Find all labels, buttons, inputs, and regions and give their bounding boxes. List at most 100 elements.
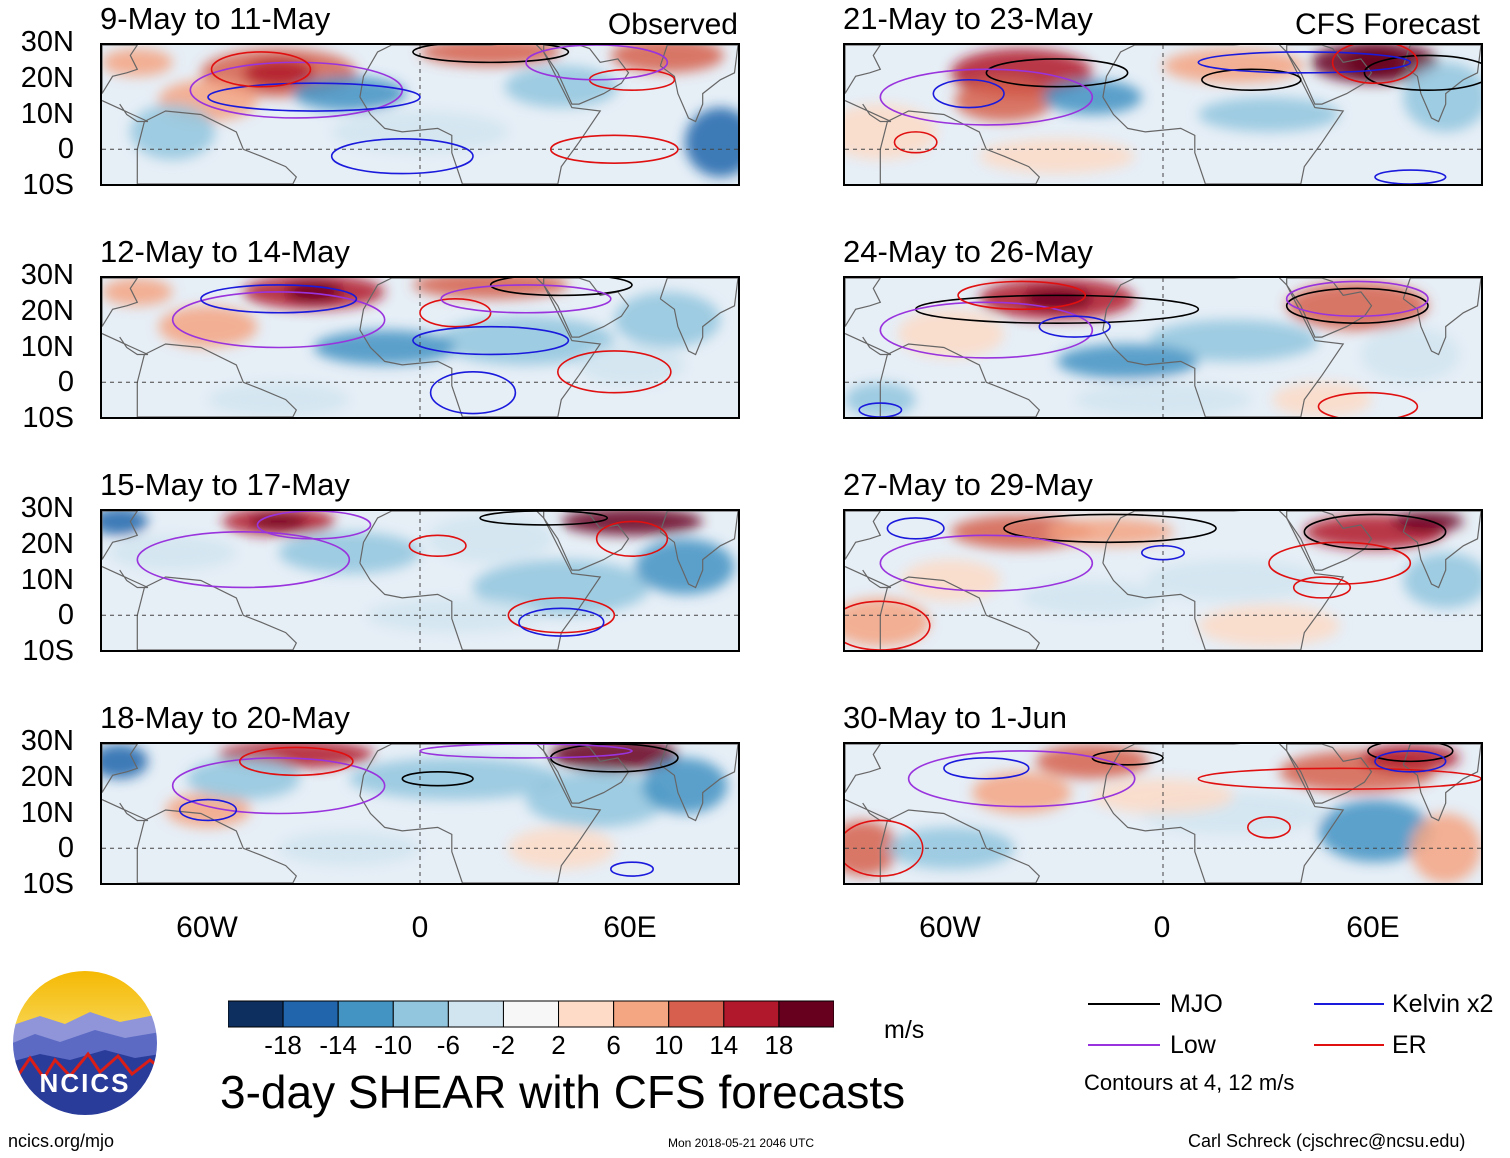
- y-tick-label: 10S: [22, 169, 74, 201]
- shear-anomaly: [292, 76, 406, 112]
- colorbar-bin: [337, 1000, 394, 1028]
- coastline: [659, 278, 738, 356]
- colorbar-bin: [778, 1000, 834, 1028]
- contour-er: [549, 134, 679, 164]
- contour-kelvin-x2: [518, 607, 605, 637]
- shear-anomaly: [550, 744, 678, 772]
- coastline: [1402, 278, 1481, 356]
- shear-anomaly: [1318, 799, 1432, 863]
- y-tick-label: 0: [57, 133, 74, 166]
- contour-mjo: [1285, 287, 1429, 324]
- map-panel: [843, 742, 1483, 885]
- x-tick-label: 60W: [919, 911, 981, 944]
- shear-anomaly: [427, 514, 555, 564]
- contour-kelvin-x2: [1038, 315, 1111, 338]
- coastline: [1102, 744, 1345, 883]
- colorbar-tick-label: 10: [654, 1030, 684, 1060]
- shear-anomaly: [473, 559, 650, 616]
- shear-anomaly: [1286, 281, 1428, 331]
- column-label-observed: Observed: [607, 8, 738, 41]
- column-label-cfs-forecast: CFS Forecast: [1294, 8, 1480, 41]
- contour-er: [1246, 816, 1291, 839]
- coastline: [879, 576, 1041, 650]
- x-tick-label: 60E: [603, 911, 657, 944]
- coastline: [845, 45, 882, 94]
- coastline: [659, 45, 738, 123]
- x-tick-label: 0: [411, 911, 429, 944]
- coastline: [1286, 744, 1373, 804]
- shear-anomaly: [243, 58, 314, 87]
- coastline: [845, 278, 882, 327]
- chart-title: 3-day SHEAR with CFS forecasts: [220, 1066, 906, 1118]
- shear-anomaly: [1163, 48, 1305, 84]
- coastline: [1102, 278, 1345, 417]
- coastline: [102, 799, 149, 822]
- contour-kelvin-x2: [1374, 750, 1447, 773]
- shear-anomaly: [1035, 744, 1149, 779]
- shear-anomaly: [1145, 559, 1322, 602]
- map-panel: [100, 509, 740, 652]
- y-tick-label: 20N: [20, 294, 74, 327]
- coastline: [1102, 45, 1345, 184]
- shear-anomaly: [109, 535, 237, 571]
- contour-kelvin-x2: [1197, 51, 1412, 74]
- legend-label-er: ER: [1392, 1031, 1427, 1059]
- contour-low: [879, 534, 1094, 592]
- contour-mjo: [1363, 54, 1481, 91]
- y-tick-label: 20N: [20, 527, 74, 560]
- contour-er: [408, 534, 467, 557]
- colorbar-tick-label: -18: [264, 1030, 302, 1060]
- shear-anomaly: [1198, 97, 1340, 132]
- shear-anomaly: [186, 757, 300, 800]
- panel-title: 12-May to 14-May: [100, 234, 350, 269]
- contour-kelvin-x2: [609, 861, 654, 877]
- colorbar-units: m/s: [884, 1016, 925, 1044]
- contour-kelvin-x2: [330, 138, 474, 175]
- shear-anomaly: [102, 48, 173, 77]
- x-tick-label: 60W: [176, 911, 238, 944]
- footer-timestamp: Mon 2018-05-21 2046 UTC: [668, 1136, 815, 1150]
- contour-low: [1285, 280, 1429, 318]
- panel-title: 21-May to 23-May: [843, 1, 1093, 36]
- contour-low: [256, 511, 372, 540]
- contour-mjo: [1303, 513, 1447, 551]
- coastline: [359, 278, 602, 417]
- colorbar-tick-label: -10: [374, 1030, 413, 1060]
- coastline: [879, 343, 1041, 417]
- coastline: [845, 333, 892, 356]
- coastline: [102, 100, 149, 123]
- contour-kelvin-x2: [1140, 544, 1185, 561]
- colorbar-bin: [392, 1000, 449, 1028]
- y-tick-label: 30N: [20, 492, 74, 524]
- y-tick-label: 10S: [22, 868, 74, 900]
- shear-anomaly: [349, 757, 562, 800]
- contour-kelvin-x2: [932, 78, 1005, 109]
- contour-er: [1331, 45, 1419, 85]
- colorbar-tick-label: 18: [764, 1030, 794, 1060]
- shear-anomaly: [1148, 319, 1319, 362]
- legend-label-low: Low: [1170, 1031, 1216, 1059]
- contour-er: [556, 350, 672, 394]
- coastline: [136, 809, 298, 883]
- contour-er: [957, 280, 1087, 311]
- coastline: [102, 278, 139, 327]
- map-panel: [100, 276, 740, 419]
- footer-author: Carl Schreck (cjschrec@ncsu.edu): [1188, 1131, 1466, 1151]
- shear-anomaly: [278, 531, 420, 574]
- contour-low: [136, 531, 351, 589]
- contour-mjo: [1367, 744, 1454, 763]
- x-tick-label: 60E: [1346, 911, 1400, 944]
- colorbar-bin: [558, 1000, 615, 1028]
- colorbar-tick-label: -2: [491, 1030, 516, 1060]
- coastline: [543, 278, 630, 338]
- footer-url[interactable]: ncics.org/mjo: [8, 1131, 115, 1151]
- colorbar-bin: [723, 1000, 780, 1028]
- contour-legend: MJO Kelvin x2 Low ER Contours at 4, 12 m…: [1084, 990, 1498, 1100]
- contour-er: [845, 819, 924, 877]
- coastline: [543, 511, 630, 571]
- shear-anomaly: [561, 511, 703, 536]
- shear-anomaly: [610, 45, 724, 73]
- contour-kelvin-x2: [943, 757, 1030, 780]
- shear-anomaly: [314, 330, 456, 365]
- shear-anomaly: [102, 278, 173, 306]
